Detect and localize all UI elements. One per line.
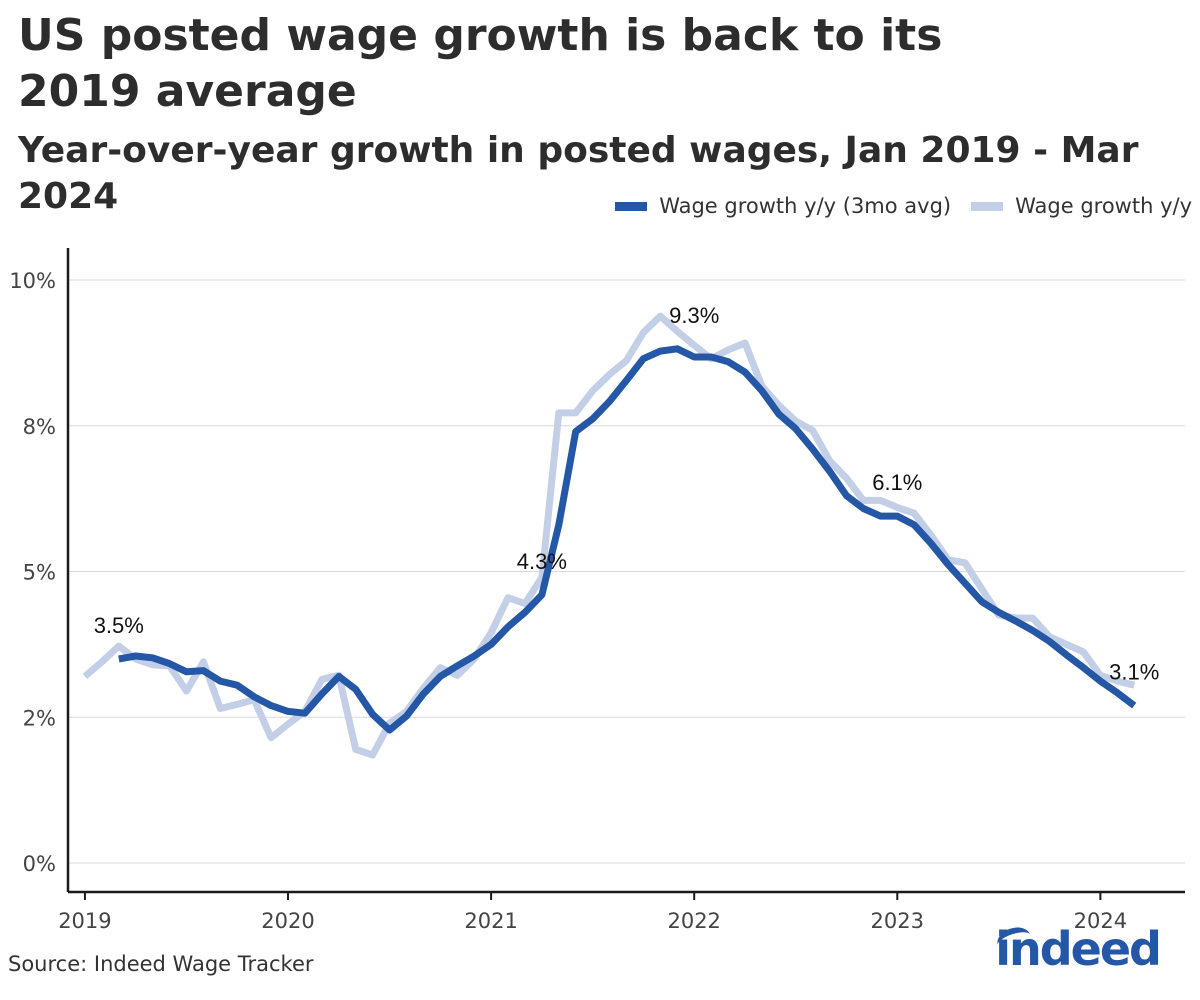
series-line-avg [118,345,1137,734]
source-note: Source: Indeed Wage Tracker [8,952,314,976]
chart-subtitle: Year-over-year growth in posted wages, J… [18,130,1139,217]
logo-text: indeed [995,922,1162,976]
data-labels: 3.5% 4.3% 9.3% 6.1% 3.1% [94,303,1160,685]
data-label: 3.1% [1109,660,1159,685]
data-label: 4.3% [517,549,567,574]
axes: 0% 2% 5% 8% 10% 2019 2020 2021 2022 2023 2024 [9,248,1185,933]
legend-swatch-raw [971,201,1004,211]
y-tick-label: 10% [9,269,56,293]
y-tick-label: 2% [23,706,56,730]
indeed-logo: indeed [994,922,1162,976]
x-tick-label: 2021 [464,909,517,933]
legend-item-avg: Wage growth y/y (3mo avg) [615,194,951,218]
data-label: 9.3% [669,303,719,328]
series-line-raw [82,312,1136,759]
x-tick-label: 2024 [1074,909,1127,933]
x-tick-label: 2019 [58,909,111,933]
legend: Wage growth y/y (3mo avg) Wage growth y/… [595,194,1192,218]
x-tick-label: 2020 [261,909,314,933]
data-label: 3.5% [94,613,144,638]
legend-label-avg: Wage growth y/y (3mo avg) [659,194,952,218]
gridlines [68,279,1185,864]
legend-label-raw: Wage growth y/y [1015,194,1192,218]
x-tick-label: 2022 [667,909,720,933]
series-lines [82,312,1137,759]
data-label: 6.1% [872,470,922,495]
y-tick-label: 5% [23,561,56,585]
y-tick-label: 0% [23,852,56,876]
y-tick-label: 8% [23,415,56,439]
x-tick-label: 2023 [871,909,924,933]
legend-swatch-avg [615,201,648,211]
chart-title: US posted wage growth is back to its 201… [18,10,943,117]
legend-item-raw: Wage growth y/y [971,194,1192,218]
